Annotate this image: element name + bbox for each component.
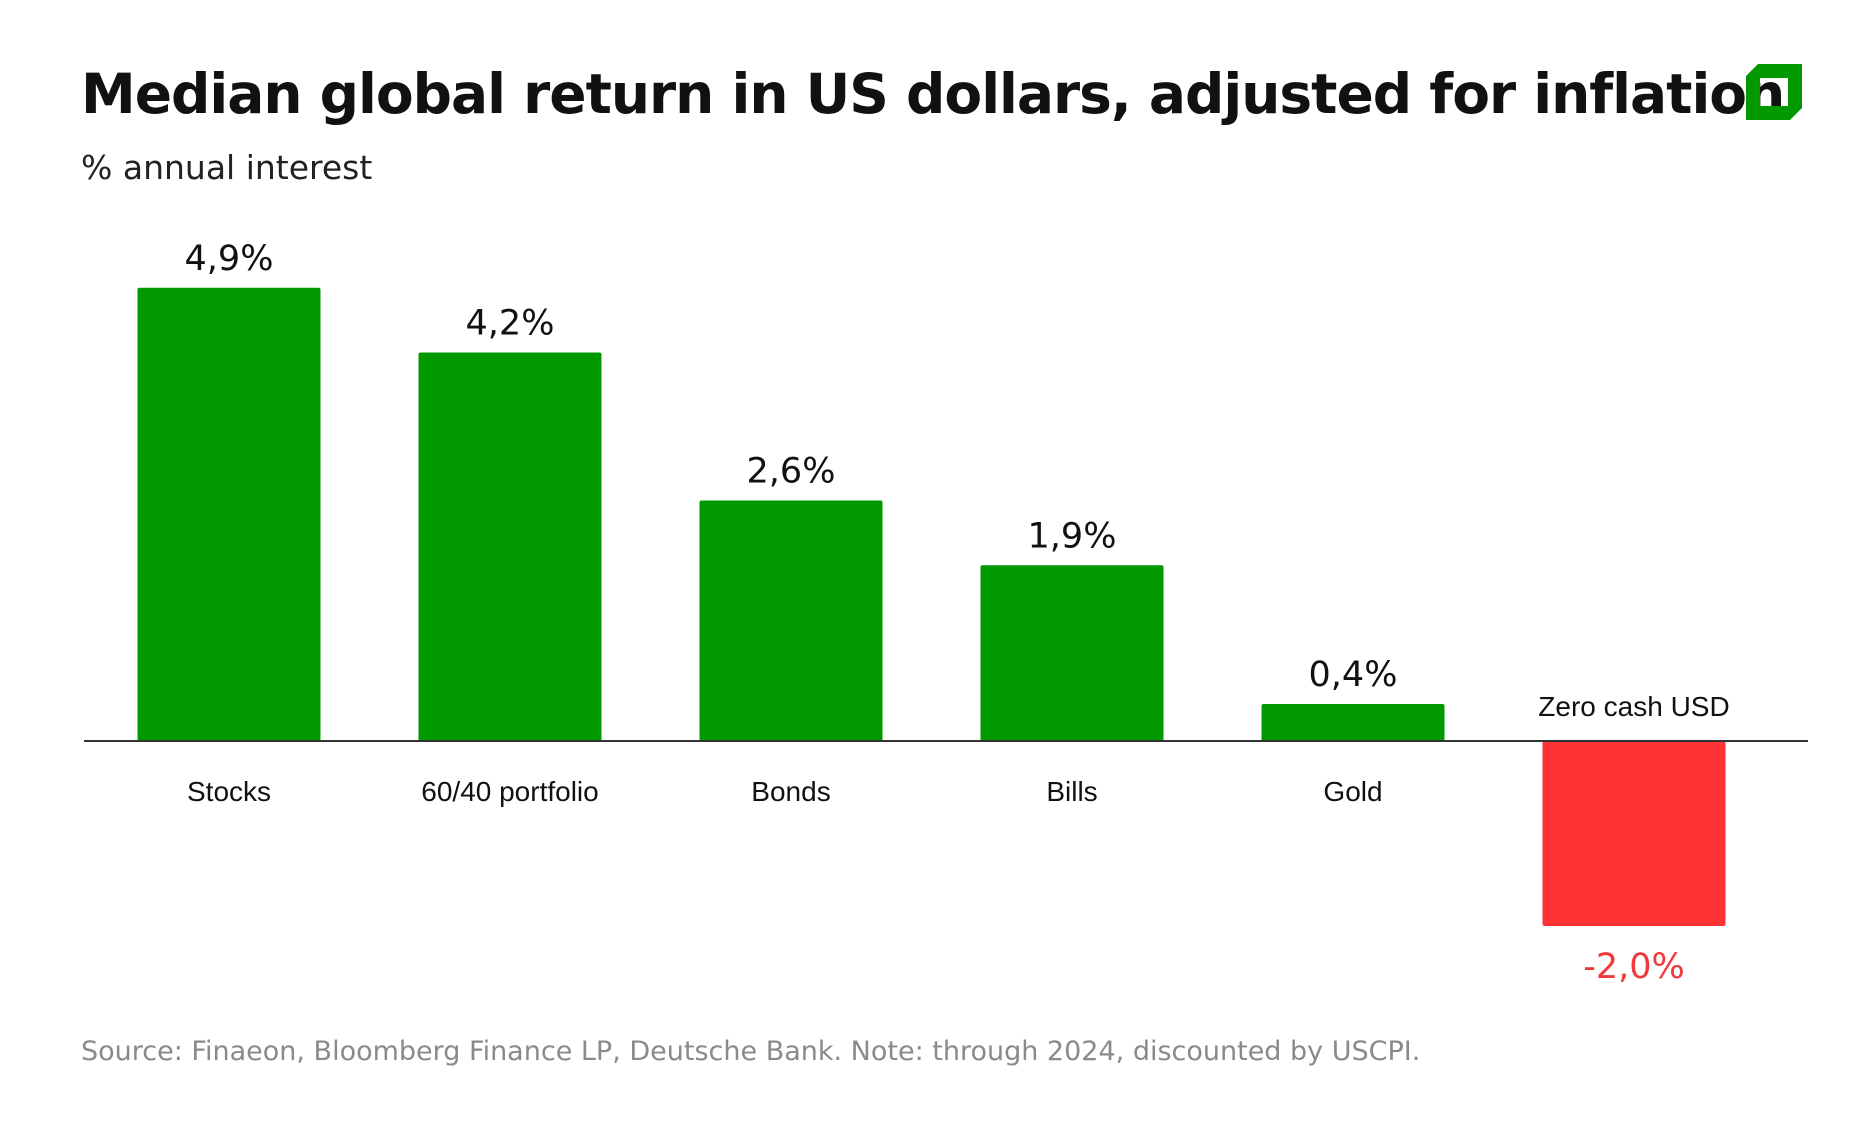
data-label: -2,0% [1583,947,1685,987]
data-label: 0,4% [1309,655,1398,695]
bar [1542,741,1726,926]
chart-title: Median global return in US dollars, adju… [81,62,1785,126]
bar [418,352,602,741]
source-note: Source: Finaeon, Bloomberg Finance LP, D… [81,1036,1421,1067]
category-label: Bonds [751,776,830,807]
bar [137,287,321,741]
logo-icon [1746,64,1802,120]
data-label: 2,6% [747,452,836,492]
bar [699,500,883,741]
category-label: Bills [1046,776,1097,807]
data-label: 4,9% [185,239,274,279]
category-label: Zero cash USD [1538,691,1729,722]
chart-subtitle: % annual interest [81,148,373,187]
data-label: 1,9% [1028,516,1117,556]
category-label: 60/40 portfolio [421,776,598,807]
bar [1261,704,1445,741]
bar [980,565,1164,741]
data-label: 4,2% [466,304,555,344]
category-label: Stocks [187,776,271,807]
category-label: Gold [1323,776,1382,807]
